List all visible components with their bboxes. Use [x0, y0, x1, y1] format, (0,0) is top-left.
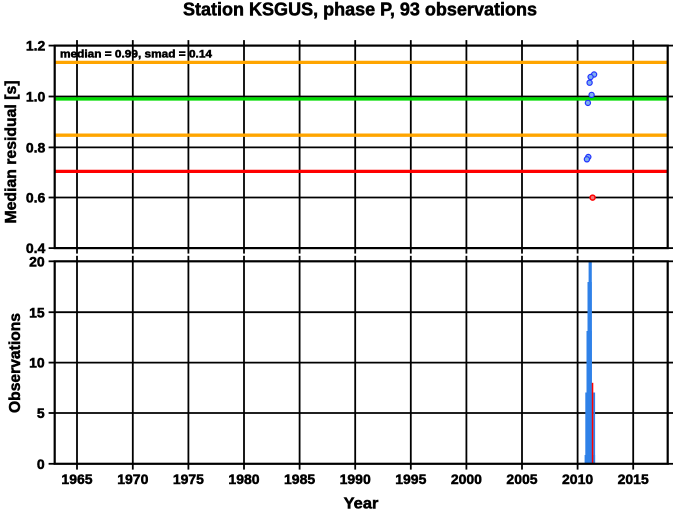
svg-text:2010: 2010 [562, 471, 593, 487]
svg-text:median = 0.99, smad = 0.14: median = 0.99, smad = 0.14 [60, 48, 213, 60]
svg-text:1985: 1985 [284, 471, 315, 487]
svg-text:2000: 2000 [451, 471, 482, 487]
svg-text:Observations: Observations [7, 313, 24, 413]
svg-text:Median residual [s]: Median residual [s] [3, 81, 20, 224]
svg-text:Year: Year [344, 496, 379, 511]
svg-text:5: 5 [37, 405, 45, 421]
svg-text:Station KSGUS, phase P, 93 obs: Station KSGUS, phase P, 93 observations [183, 0, 537, 20]
svg-text:1995: 1995 [395, 471, 426, 487]
svg-text:15: 15 [29, 304, 45, 320]
svg-text:1980: 1980 [228, 471, 259, 487]
svg-text:10: 10 [29, 355, 45, 371]
svg-text:0.8: 0.8 [26, 140, 46, 156]
svg-text:1975: 1975 [173, 471, 204, 487]
svg-text:1990: 1990 [340, 471, 371, 487]
svg-text:20: 20 [29, 253, 45, 269]
svg-text:1965: 1965 [61, 471, 92, 487]
svg-text:0: 0 [37, 456, 45, 472]
svg-text:0.6: 0.6 [26, 190, 46, 206]
svg-text:1970: 1970 [117, 471, 148, 487]
svg-text:2005: 2005 [506, 471, 537, 487]
svg-text:0.4: 0.4 [26, 240, 46, 256]
svg-text:1.2: 1.2 [26, 38, 46, 54]
svg-text:2015: 2015 [618, 471, 649, 487]
svg-text:1.0: 1.0 [26, 89, 46, 105]
